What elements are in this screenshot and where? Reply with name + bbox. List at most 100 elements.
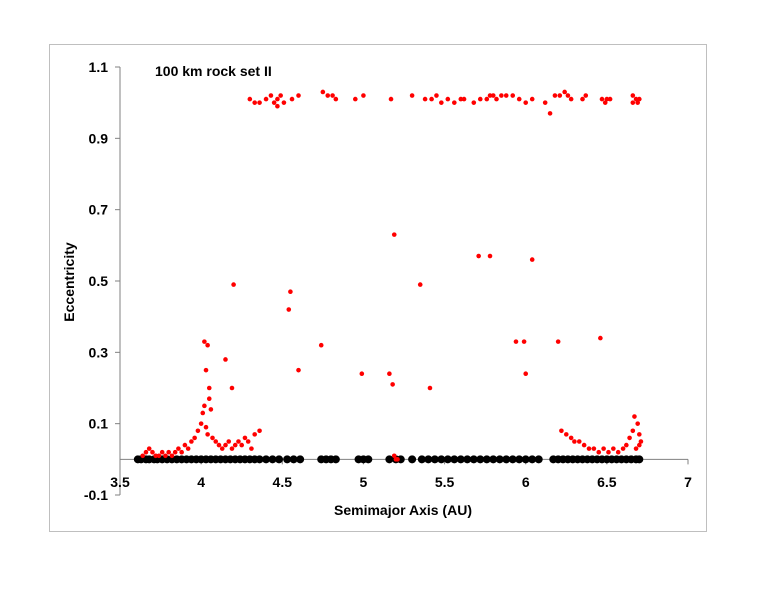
red-data-point (542, 100, 548, 105)
red-data-point (563, 432, 569, 437)
y-tick-label: 1.1 (89, 59, 109, 75)
red-data-point (637, 432, 642, 437)
red-data-point (523, 371, 529, 377)
red-data-point (417, 282, 423, 287)
red-data-point (637, 96, 642, 102)
red-data-point (630, 93, 636, 98)
black-data-point (482, 455, 491, 464)
red-data-point (513, 339, 519, 344)
red-data-point (169, 453, 175, 459)
red-data-point (268, 93, 274, 98)
black-data-point (385, 455, 394, 464)
red-data-point (232, 442, 238, 448)
y-tick-label: -0.1 (84, 487, 108, 503)
red-data-point (156, 453, 162, 459)
red-data-point (359, 371, 365, 377)
red-data-point (476, 253, 481, 259)
red-data-point (286, 307, 292, 312)
red-data-point (395, 457, 400, 462)
x-tick-label: 3.5 (110, 474, 130, 490)
red-data-point (611, 446, 616, 451)
red-data-point (510, 93, 516, 98)
red-data-point (427, 385, 433, 391)
red-data-point (388, 96, 394, 102)
x-ticks: 3.5 4 4.5 5 5.5 6 6.5 7 (110, 459, 692, 490)
x-axis-title: Semimajor Axis (AU) (334, 502, 472, 518)
red-data-point (633, 446, 639, 451)
red-data-point (471, 100, 477, 105)
black-data-point (283, 455, 292, 464)
red-data-point (555, 339, 561, 344)
red-data-point (206, 385, 212, 391)
red-data-point (630, 428, 636, 434)
black-data-point (396, 455, 405, 464)
chart-annotation: 100 km rock set II (155, 63, 272, 79)
red-data-point (163, 453, 168, 459)
red-data-point (565, 93, 571, 98)
red-data-point (521, 339, 527, 344)
black-data-point (515, 455, 524, 464)
y-axis-title: Eccentricity (61, 242, 77, 322)
red-data-point (361, 93, 366, 98)
red-data-point (499, 93, 504, 98)
red-data-point (288, 289, 293, 295)
x-tick-label: 7 (684, 474, 692, 490)
red-data-point (633, 96, 639, 102)
black-data-point (424, 455, 433, 464)
black-data-point (502, 455, 511, 464)
chart-frame (49, 44, 707, 532)
red-data-point (461, 96, 467, 102)
red-data-point (239, 442, 245, 448)
red-data-point (318, 342, 324, 348)
red-data-point (638, 439, 644, 444)
red-data-point (192, 435, 197, 441)
red-data-point (271, 100, 277, 105)
red-data-point (219, 446, 225, 451)
red-data-point (242, 435, 248, 441)
red-data-point (434, 93, 439, 98)
red-data-point (516, 96, 522, 102)
black-data-point (255, 455, 264, 464)
red-data-point (596, 449, 602, 455)
red-data-point (580, 96, 585, 102)
black-data-point (508, 455, 517, 464)
red-data-point (387, 371, 392, 377)
red-data-point (159, 449, 165, 455)
red-data-point (289, 96, 295, 102)
red-data-point (205, 342, 210, 348)
black-data-point (408, 455, 417, 464)
x-tick-label: 4 (197, 474, 205, 490)
red-data-point (484, 96, 490, 102)
black-data-point (262, 455, 271, 464)
red-data-point (166, 449, 171, 455)
red-data-point (236, 439, 241, 444)
red-data-point (249, 446, 254, 451)
red-data-point (635, 100, 640, 105)
red-data-point (523, 100, 529, 105)
black-data-point (450, 455, 459, 464)
y-tick-label: 0.1 (89, 416, 109, 432)
black-data-point (635, 455, 644, 464)
red-data-point (606, 449, 611, 455)
red-data-point (557, 93, 563, 98)
red-data-point (632, 414, 637, 419)
red-data-point (252, 100, 257, 105)
red-data-point (229, 446, 235, 451)
black-data-point (275, 455, 284, 464)
red-data-point (529, 257, 535, 262)
red-data-point (572, 439, 577, 444)
red-data-point (189, 439, 194, 444)
red-data-point (223, 442, 228, 448)
red-data-point (223, 357, 228, 362)
black-data-point (364, 455, 373, 464)
x-tick-label: 4.5 (273, 474, 293, 490)
y-tick-label: 0.7 (89, 202, 109, 218)
red-data-point (494, 96, 499, 102)
red-data-point (422, 96, 428, 102)
x-tick-label: 6 (522, 474, 530, 490)
red-data-point (452, 100, 457, 105)
red-data-point (281, 100, 287, 105)
black-data-point (268, 455, 277, 464)
y-ticks: -0.1 0.1 0.3 0.5 0.7 0.9 1.1 (84, 59, 120, 503)
